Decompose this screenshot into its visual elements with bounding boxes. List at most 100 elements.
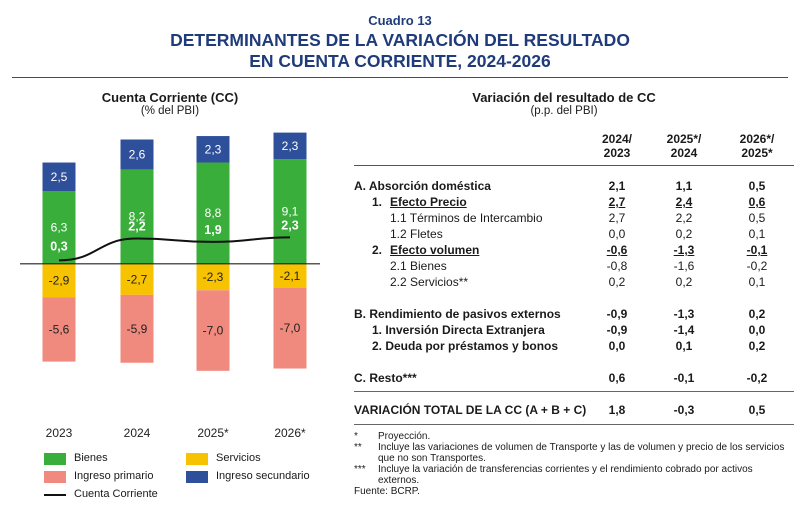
chart-legend: Bienes Servicios Ingreso primario Ingres…: [44, 450, 344, 506]
bar-segment-ingreso-secundario: [273, 132, 307, 160]
footnote-text: Proyección.: [378, 431, 431, 442]
table-row: C. Resto*** 0,6 -0,1 -0,2: [354, 370, 794, 386]
bar-segment-servicios: [196, 263, 230, 291]
cell: -1,4: [673, 323, 695, 337]
col-header-line2: 2023: [603, 146, 631, 160]
bar-value-label: -2,1: [280, 269, 301, 283]
table-row: 2.2 Servicios** 0,2 0,2 0,1: [354, 274, 794, 290]
cell: 0,2: [748, 307, 766, 321]
table-row: 1. Efecto Precio 2,7 2,4 0,6: [354, 194, 794, 210]
title-line-1: DETERMINANTES DE LA VARIACIÓN DEL RESULT…: [170, 30, 630, 50]
cell: 0,0: [608, 227, 626, 241]
col-header-2026-2025: 2026*/ 2025*: [727, 132, 787, 160]
legend-swatch-ingreso-secundario: [186, 471, 208, 483]
col-header-line2: 2025*: [741, 146, 773, 160]
cell: -0,6: [606, 243, 628, 257]
legend-label-ingreso-secundario: Ingreso secundario: [216, 470, 310, 482]
footnote: *** Incluye la variación de transferenci…: [354, 464, 790, 486]
bar-segment-ingreso-secundario: [120, 139, 154, 170]
cell: -0,2: [746, 371, 768, 385]
cell: -0,9: [606, 323, 628, 337]
row-label: 2.2 Servicios**: [390, 275, 469, 289]
bar-segment-servicios: [273, 263, 307, 288]
page-title: DETERMINANTES DE LA VARIACIÓN DEL RESULT…: [0, 30, 800, 72]
x-tick-label: 2023: [46, 426, 73, 440]
bar-segment-bienes: [273, 159, 307, 264]
table-row: 1.1 Términos de Intercambio 2,7 2,2 0,5: [354, 210, 794, 226]
left-panel-subtitle: (% del PBI): [140, 105, 200, 117]
cell: -1,6: [673, 259, 695, 273]
cell: 0,1: [748, 275, 766, 289]
bar-value-label: 2,5: [51, 170, 68, 184]
x-tick-label: 2024: [124, 426, 151, 440]
bar-value-label: -7,0: [280, 321, 301, 335]
x-tick-label: 2025*: [197, 426, 229, 440]
cell: -0,9: [606, 307, 628, 321]
bar-value-label: 2,3: [282, 139, 299, 153]
cell: 0,2: [675, 275, 693, 289]
table-row: 1.2 Fletes 0,0 0,2 0,1: [354, 226, 794, 242]
table-row-total: VARIACIÓN TOTAL DE LA CC (A + B + C) 1,8…: [354, 402, 794, 418]
bar-segment-bienes: [42, 191, 76, 264]
col-header-line1: 2026*/: [739, 132, 775, 146]
col-header-line1: 2024/: [601, 132, 633, 146]
cell: 0,1: [675, 339, 693, 353]
bar-segment-ingreso-primario: [273, 287, 307, 369]
cell: -0,1: [673, 371, 695, 385]
legend-label-bienes: Bienes: [74, 452, 108, 464]
col-header-2025-2024: 2025*/ 2024: [654, 132, 714, 160]
col-header-2024-2023: 2024/ 2023: [587, 132, 647, 160]
current-account-label: 0,3: [50, 239, 67, 253]
bar-value-label: 9,1: [282, 204, 299, 218]
left-panel-heading: Cuenta Corriente (CC) (% del PBI): [20, 90, 320, 117]
bar-segment-servicios: [42, 263, 76, 298]
title-line-2: EN CUENTA CORRIENTE, 2024-2026: [249, 51, 551, 71]
cell: -0,2: [746, 259, 768, 273]
cell: 0,6: [748, 195, 766, 209]
cell: 2,1: [608, 179, 626, 193]
cell: 1,1: [675, 179, 693, 193]
cell: -0,8: [606, 259, 628, 273]
row-label: VARIACIÓN TOTAL DE LA CC (A + B + C): [354, 403, 587, 417]
cell: -0,3: [673, 403, 695, 417]
row-number: 2.: [372, 243, 383, 257]
row-label: 2.1 Bienes: [390, 259, 447, 273]
row-label: Efecto Precio: [390, 195, 467, 209]
cell: 2,4: [675, 195, 693, 209]
cell: 0,0: [748, 323, 766, 337]
legend-swatch-ingreso-primario: [44, 471, 66, 483]
bar-segment-ingreso-primario: [42, 297, 76, 362]
cell: 0,1: [748, 227, 766, 241]
x-tick-label: 2026*: [274, 426, 306, 440]
cell: 0,5: [748, 211, 766, 225]
bar-segment-ingreso-primario: [196, 290, 230, 371]
bar-value-label: 2,6: [129, 147, 146, 161]
box-number: Cuadro 13: [368, 13, 432, 28]
table-row: 2. Efecto volumen -0,6 -1,3 -0,1: [354, 242, 794, 258]
bar-value-label: 6,3: [51, 221, 68, 235]
bar-value-label: 2,3: [205, 142, 222, 156]
cell: 0,5: [748, 179, 766, 193]
bar-value-label: 8,2: [129, 210, 146, 224]
bar-segment-bienes: [196, 162, 230, 264]
footnotes: * Proyección. ** Incluye las variaciones…: [354, 431, 790, 497]
cell: 0,6: [608, 371, 626, 385]
cell: 0,2: [748, 339, 766, 353]
bar-value-label: -5,6: [49, 322, 70, 336]
legend-swatch-servicios: [186, 453, 208, 465]
table-total-rule: [354, 391, 794, 392]
bar-value-label: -2,7: [127, 272, 148, 286]
current-account-label: 1,9: [204, 223, 221, 237]
table-bottom-rule: [354, 424, 794, 425]
bar-value-label: -2,3: [203, 270, 224, 284]
bar-value-label: -5,9: [127, 322, 148, 336]
table-row: 1. Inversión Directa Extranjera -0,9 -1,…: [354, 322, 794, 338]
bar-value-label: -2,9: [49, 273, 70, 287]
cell: 0,0: [608, 339, 626, 353]
cell: -1,3: [673, 307, 695, 321]
bar-segment-servicios: [120, 263, 154, 295]
row-label: B. Rendimiento de pasivos externos: [354, 307, 561, 321]
cell: 0,2: [675, 227, 693, 241]
cell: 2,2: [675, 211, 693, 225]
header-divider: [12, 77, 788, 78]
